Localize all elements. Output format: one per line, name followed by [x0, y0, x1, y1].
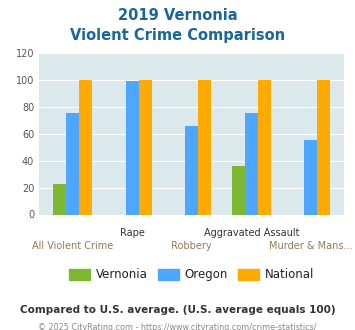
Bar — [139, 80, 152, 214]
Text: 2019 Vernonia: 2019 Vernonia — [118, 8, 237, 23]
Bar — [185, 126, 198, 214]
Text: Murder & Mans...: Murder & Mans... — [269, 241, 353, 251]
Legend: Vernonia, Oregon, National: Vernonia, Oregon, National — [65, 264, 319, 286]
Text: Rape: Rape — [120, 228, 144, 238]
Text: Robbery: Robbery — [171, 241, 212, 251]
Bar — [53, 183, 66, 214]
Bar — [245, 114, 258, 214]
Bar — [231, 166, 245, 214]
Bar — [304, 140, 317, 214]
Bar — [79, 80, 92, 214]
Bar — [198, 80, 211, 214]
Bar — [258, 80, 271, 214]
Text: All Violent Crime: All Violent Crime — [32, 241, 113, 251]
Text: © 2025 CityRating.com - https://www.cityrating.com/crime-statistics/: © 2025 CityRating.com - https://www.city… — [38, 323, 317, 330]
Text: Aggravated Assault: Aggravated Assault — [203, 228, 299, 238]
Text: Compared to U.S. average. (U.S. average equals 100): Compared to U.S. average. (U.S. average … — [20, 305, 335, 315]
Bar — [126, 81, 139, 214]
Bar — [66, 114, 79, 214]
Text: Violent Crime Comparison: Violent Crime Comparison — [70, 28, 285, 43]
Bar — [317, 80, 331, 214]
